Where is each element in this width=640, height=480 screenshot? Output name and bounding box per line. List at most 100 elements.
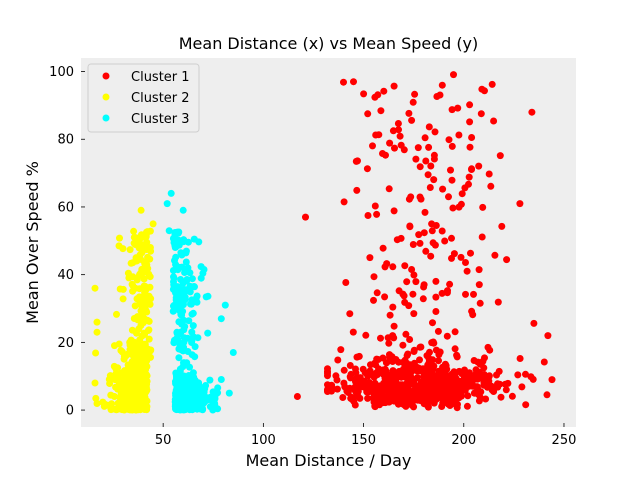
scatter-point [405, 109, 413, 117]
scatter-point [130, 356, 138, 364]
scatter-point [133, 329, 140, 337]
scatter-point [214, 389, 222, 397]
scatter-point [386, 393, 394, 401]
legend-label-cluster-3: Cluster 3 [131, 112, 190, 127]
scatter-point [476, 299, 484, 307]
scatter-point [386, 311, 394, 319]
scatter-point [184, 348, 192, 355]
scatter-point [92, 349, 100, 357]
scatter-point [376, 389, 384, 397]
scatter-point [530, 319, 538, 327]
x-tick-label: 250 [552, 433, 577, 448]
scatter-point [414, 396, 422, 404]
scatter-point [302, 213, 309, 221]
scatter-point [149, 220, 157, 228]
scatter-point [470, 357, 478, 364]
scatter-point [347, 374, 354, 382]
scatter-point [169, 267, 177, 274]
scatter-point [352, 369, 360, 377]
scatter-point [479, 203, 487, 211]
scatter-point [410, 403, 418, 411]
scatter-point [432, 308, 440, 315]
scatter-point [229, 349, 237, 356]
scatter-point [177, 276, 185, 283]
legend-marker-cluster-1 [102, 72, 110, 80]
scatter-point [373, 371, 381, 379]
scatter-point [450, 368, 458, 376]
scatter-point [93, 328, 101, 336]
scatter-point [91, 284, 99, 292]
scatter-point [186, 363, 193, 371]
scatter-point [465, 173, 473, 181]
scatter-point [337, 346, 345, 354]
scatter-point [416, 356, 423, 364]
scatter-point [143, 261, 151, 269]
scatter-point [462, 370, 470, 378]
scatter-point [342, 279, 350, 286]
scatter-point [106, 380, 114, 387]
scatter-point [112, 406, 120, 414]
scatter-point [466, 101, 474, 109]
scatter-point [139, 364, 147, 372]
scatter-point [132, 398, 140, 406]
scatter-point [377, 334, 384, 342]
scatter-point [172, 261, 180, 269]
scatter-point [475, 266, 483, 274]
scatter-point [432, 222, 440, 229]
scatter-point [211, 400, 219, 408]
scatter-point [379, 244, 387, 252]
scatter-point [409, 241, 417, 248]
scatter-point [135, 377, 143, 385]
scatter-point [514, 371, 522, 379]
scatter-point [438, 227, 446, 235]
scatter-point [177, 287, 185, 295]
scatter-point [141, 394, 149, 402]
scatter-point [369, 142, 376, 150]
scatter-point [382, 359, 390, 367]
scatter-point [442, 391, 450, 399]
scatter-point [448, 254, 455, 262]
scatter-point [449, 204, 457, 212]
scatter-point [110, 362, 118, 370]
y-tick-label: 100 [49, 65, 74, 80]
scatter-point [347, 394, 355, 402]
scatter-point [416, 193, 424, 201]
scatter-point [470, 290, 477, 298]
scatter-point [460, 380, 468, 388]
scatter-point [194, 334, 202, 342]
y-tick-label: 0 [66, 404, 74, 419]
scatter-point [191, 382, 199, 390]
scatter-point [496, 152, 504, 160]
scatter-point [91, 379, 99, 387]
scatter-point [508, 392, 516, 400]
scatter-point [180, 236, 188, 244]
scatter-point [206, 376, 214, 384]
scatter-point [380, 87, 388, 95]
scatter-point [445, 136, 453, 144]
scatter-point [422, 157, 430, 165]
scatter-point [543, 391, 551, 399]
scatter-point [140, 341, 148, 349]
scatter-point [363, 165, 371, 173]
scatter-point [203, 394, 211, 402]
scatter-point [350, 385, 357, 393]
scatter-point [130, 233, 138, 241]
scatter-point [427, 252, 435, 260]
scatter-point [141, 293, 149, 301]
scatter-point [462, 259, 469, 266]
scatter-point [333, 376, 341, 384]
scatter-point [416, 239, 424, 247]
scatter-point [340, 379, 348, 387]
scatter-point [403, 352, 411, 359]
scatter-point [339, 394, 347, 401]
scatter-point [136, 251, 144, 259]
scatter-point [405, 389, 412, 397]
scatter-point [185, 387, 193, 395]
scatter-point [463, 267, 471, 275]
scatter-point [468, 380, 476, 388]
scatter-point [383, 383, 391, 391]
legend-marker-cluster-2 [102, 93, 110, 101]
scatter-point [188, 337, 196, 344]
scatter-point [432, 395, 440, 403]
scatter-point [389, 358, 397, 365]
